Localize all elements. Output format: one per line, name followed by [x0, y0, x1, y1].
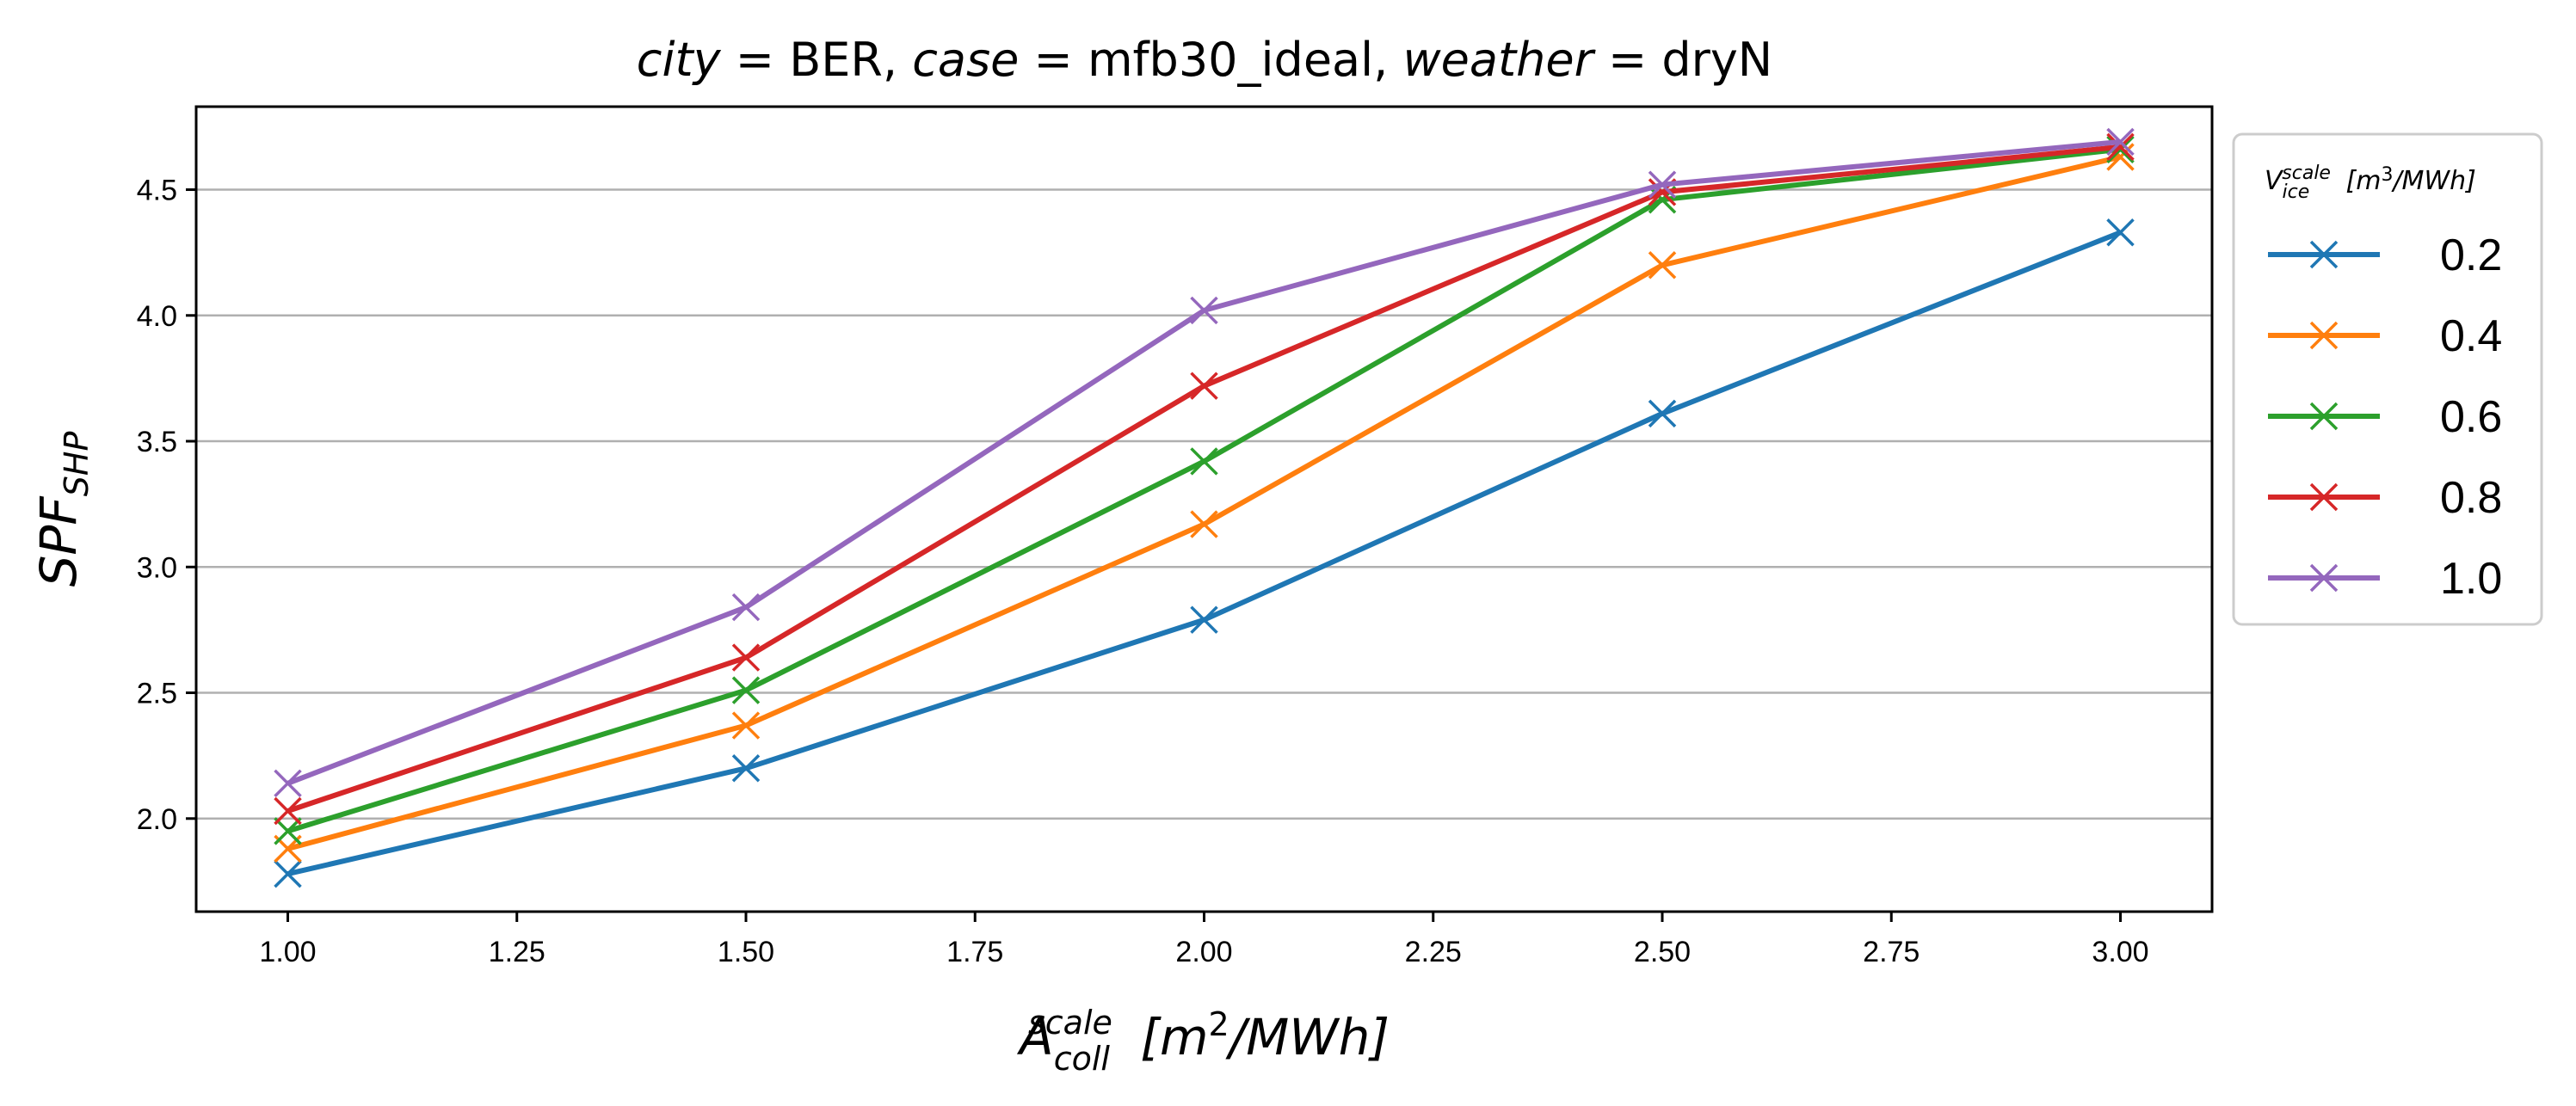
x-tick-label: 1.75: [946, 936, 1003, 968]
x-tick-label: 1.25: [489, 936, 545, 968]
y-tick-label: 4.0: [137, 300, 177, 333]
legend-box: [2232, 132, 2543, 626]
series-line: [287, 230, 2122, 877]
data-point-marker: [1190, 372, 1218, 400]
data-point-marker: [1190, 605, 1218, 634]
data-point-marker: [274, 796, 302, 826]
y-tick-label: 3.5: [137, 426, 177, 458]
x-axis-label: Acollscale [m2/MWh]: [1016, 1004, 1390, 1078]
series-line: [287, 146, 2121, 834]
data-point-marker: [274, 817, 302, 845]
data-point-marker: [274, 769, 302, 798]
legend-label: 0.6: [2440, 392, 2502, 442]
legend-label: 0.2: [2440, 230, 2502, 280]
legend-entries: 0.2 0.4 0.6 0.8 1.0: [2268, 230, 2502, 604]
gridlines: [196, 188, 2212, 820]
y-tick-label: 4.5: [137, 175, 177, 207]
data-point-marker: [274, 859, 302, 888]
data-point-marker: [2106, 218, 2135, 247]
title-city-value: BER: [789, 33, 883, 87]
x-tick-label: 2.75: [1863, 936, 1920, 968]
title-case-value: mfb30_ideal: [1088, 33, 1373, 87]
x-tick-label: 2.00: [1175, 936, 1232, 968]
legend-marker: [2309, 482, 2339, 512]
data-point-marker: [2106, 132, 2135, 162]
legend: Vicescale [m3/MWh] 0.2 0.4 0.6 0.8 1.0: [2232, 132, 2543, 626]
x-tick-label: 1.00: [259, 936, 316, 968]
title-city-key: city: [637, 33, 722, 87]
series-group: [274, 127, 2135, 888]
y-axis: 2.0 2.5 3.0 3.5 4.0 4.5: [137, 175, 196, 836]
title-weather-key: weather: [1402, 33, 1595, 87]
x-axis: 1.00 1.25 1.50 1.75 2.00 2.25 2.50 2.75 3.00: [259, 912, 2149, 968]
data-point-marker: [1648, 170, 1677, 199]
data-point-marker: [1648, 399, 1677, 428]
x-tick-label: 3.00: [2092, 936, 2148, 968]
data-point-marker: [731, 676, 761, 704]
data-point-marker: [2106, 127, 2135, 157]
data-point-marker: [731, 711, 761, 740]
y-tick-label: 2.0: [137, 803, 177, 836]
x-tick-label: 2.25: [1405, 936, 1462, 968]
legend-marker: [2309, 563, 2339, 593]
series-line: [287, 144, 2121, 814]
y-axis-label: SPFSHP: [29, 432, 96, 587]
title-case-key: case: [912, 33, 1019, 87]
data-point-marker: [1190, 447, 1218, 476]
data-point-marker: [1190, 296, 1218, 325]
legend-label: 1.0: [2440, 554, 2502, 604]
x-tick-label: 2.50: [1634, 936, 1691, 968]
title-weather-value: dryN: [1661, 33, 1772, 87]
legend-title: Vicescale [m3/MWh]: [2265, 163, 2476, 203]
legend-label: 0.4: [2440, 311, 2502, 361]
x-tick-label: 1.50: [718, 936, 774, 968]
data-point-marker: [731, 643, 761, 672]
data-point-marker: [731, 593, 761, 622]
legend-marker: [2309, 240, 2339, 269]
y-tick-label: 3.0: [137, 551, 177, 584]
chart-title: city = BER, case = mfb30_ideal, weather …: [637, 33, 1772, 87]
legend-marker: [2309, 321, 2339, 350]
data-point-marker: [731, 754, 761, 783]
legend-marker: [2309, 402, 2339, 431]
y-tick-label: 2.5: [137, 678, 177, 710]
data-point-marker: [1648, 251, 1677, 280]
data-point-marker: [1190, 510, 1218, 538]
legend-label: 0.8: [2440, 473, 2502, 523]
